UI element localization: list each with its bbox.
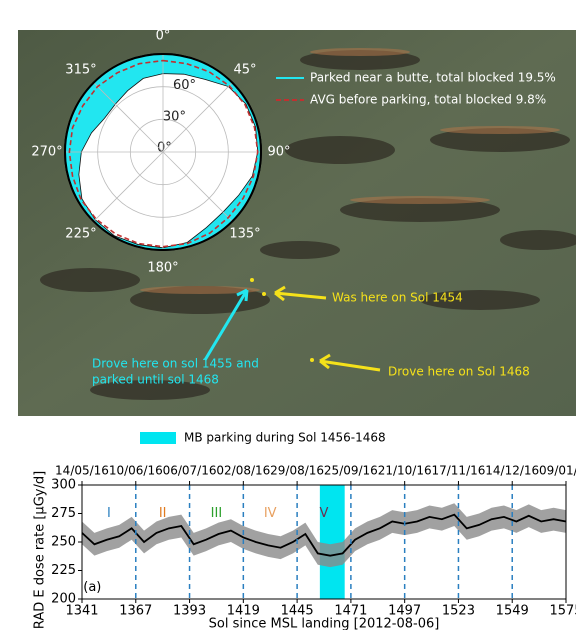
x2-tick-label: 09/01/17	[539, 464, 576, 478]
phase-label: I	[107, 506, 111, 521]
x2-tick-label: 21/10/16	[378, 464, 432, 478]
x-tick-label: 1393	[173, 604, 206, 619]
legend-label: AVG before parking, total blocked 9.8%	[310, 93, 546, 107]
y-axis-label: RAD E dose rate [µGy/d]	[33, 471, 48, 629]
x2-tick-label: 14/05/16	[55, 464, 109, 478]
y-tick-label: 225	[51, 563, 76, 578]
x-tick-label: 1367	[119, 604, 152, 619]
theta-tick-label: 315°	[65, 62, 96, 77]
y-tick-label: 300	[51, 478, 76, 493]
theta-tick-label: 90°	[267, 145, 290, 160]
r-tick-label: 60°	[173, 78, 196, 93]
x2-tick-label: 06/07/16	[163, 464, 217, 478]
theta-tick-label: 45°	[234, 62, 257, 77]
x2-tick-label: 10/06/16	[109, 464, 163, 478]
figure: MB parking during Sol 1456-1468 0° 30° 60°…	[0, 0, 576, 630]
r-tick-label: 30°	[163, 109, 186, 124]
phase-label: IV	[264, 506, 277, 521]
phase-label: (a)	[83, 580, 101, 595]
phase-label: V	[320, 506, 329, 521]
x-tick-label: 1523	[442, 604, 475, 619]
image-annotation: Drove here on sol 1455 and	[92, 357, 259, 371]
legend-label: Parked near a butte, total blocked 19.5%	[310, 71, 556, 85]
image-annotation: parked until sol 1468	[92, 373, 219, 387]
theta-tick-label: 0°	[156, 29, 171, 44]
theta-tick-label: 225°	[65, 227, 96, 242]
x2-tick-label: 02/08/16	[216, 464, 270, 478]
x2-tick-label: 25/09/16	[324, 464, 378, 478]
theta-tick-label: 270°	[31, 145, 62, 160]
x-tick-label: 1575	[549, 604, 576, 619]
x-tick-label: 1549	[496, 604, 529, 619]
theta-tick-label: 135°	[229, 227, 260, 242]
phase-label: III	[211, 506, 223, 521]
x2-tick-label: 17/11/16	[431, 464, 485, 478]
image-annotation: Was here on Sol 1454	[332, 291, 463, 305]
y-tick-label: 275	[51, 506, 76, 521]
span-legend: MB parking during Sol 1456-1468	[140, 431, 386, 445]
x2-tick-label: 14/12/16	[485, 464, 539, 478]
legend-label: MB parking during Sol 1456-1468	[184, 431, 386, 445]
x2-tick-label: 29/08/16	[270, 464, 324, 478]
x-axis-label: Sol since MSL landing [2012-08-06]	[209, 617, 440, 630]
phase-label: II	[159, 506, 167, 521]
legend-swatch	[140, 432, 176, 444]
y-tick-label: 250	[51, 535, 76, 550]
theta-tick-label: 180°	[147, 261, 178, 276]
parking-span	[320, 485, 345, 599]
image-annotation: Drove here on Sol 1468	[388, 365, 530, 379]
x-tick-label: 1341	[65, 604, 98, 619]
